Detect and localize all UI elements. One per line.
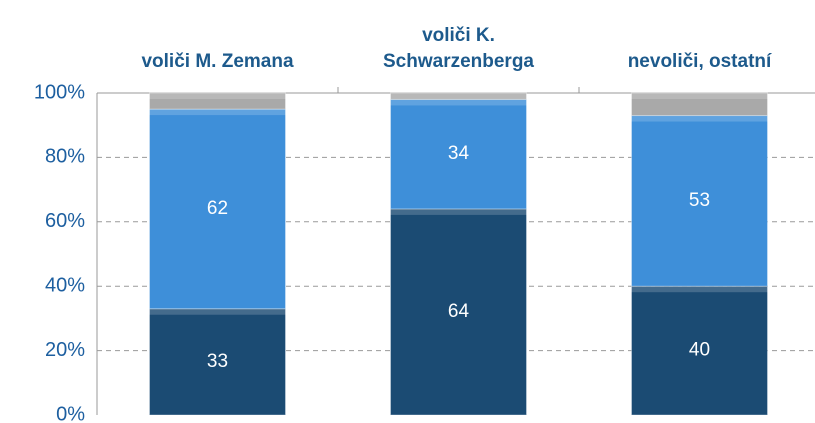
bevel bbox=[149, 93, 286, 99]
bevel bbox=[390, 208, 527, 215]
value-label: 33 bbox=[207, 351, 228, 372]
bevel bbox=[631, 93, 768, 99]
bar-segment bbox=[631, 285, 768, 416]
bar-segment bbox=[390, 92, 527, 100]
bar-segment bbox=[149, 308, 286, 416]
y-tick-label: 0% bbox=[56, 403, 85, 423]
bevel bbox=[390, 93, 527, 99]
y-tick-label: 100% bbox=[34, 81, 85, 103]
bar-segment bbox=[149, 92, 286, 110]
y-tick-label: 20% bbox=[45, 339, 85, 361]
bevel bbox=[390, 99, 527, 106]
bevel bbox=[149, 308, 286, 315]
value-label: 62 bbox=[207, 198, 228, 219]
y-tick-label: 60% bbox=[45, 210, 85, 232]
bar-segment bbox=[390, 98, 527, 210]
category-label: voliči K. Schwarzenberga bbox=[383, 25, 534, 72]
y-tick-label: 80% bbox=[45, 146, 85, 168]
bevel bbox=[631, 286, 768, 293]
value-label: 40 bbox=[689, 340, 710, 361]
bar-segment bbox=[631, 92, 768, 117]
bevel bbox=[149, 109, 286, 116]
value-label: 53 bbox=[689, 190, 710, 211]
bar-segment bbox=[390, 208, 527, 416]
y-tick-label: 40% bbox=[45, 274, 85, 296]
bevel bbox=[631, 115, 768, 122]
bar-segment bbox=[631, 115, 768, 287]
value-label: 34 bbox=[448, 143, 470, 164]
bar-segment bbox=[149, 108, 286, 310]
category-label: voliči M. Zemana bbox=[141, 51, 294, 72]
value-label: 64 bbox=[448, 301, 470, 322]
category-label: nevoliči, ostatní bbox=[627, 51, 772, 72]
